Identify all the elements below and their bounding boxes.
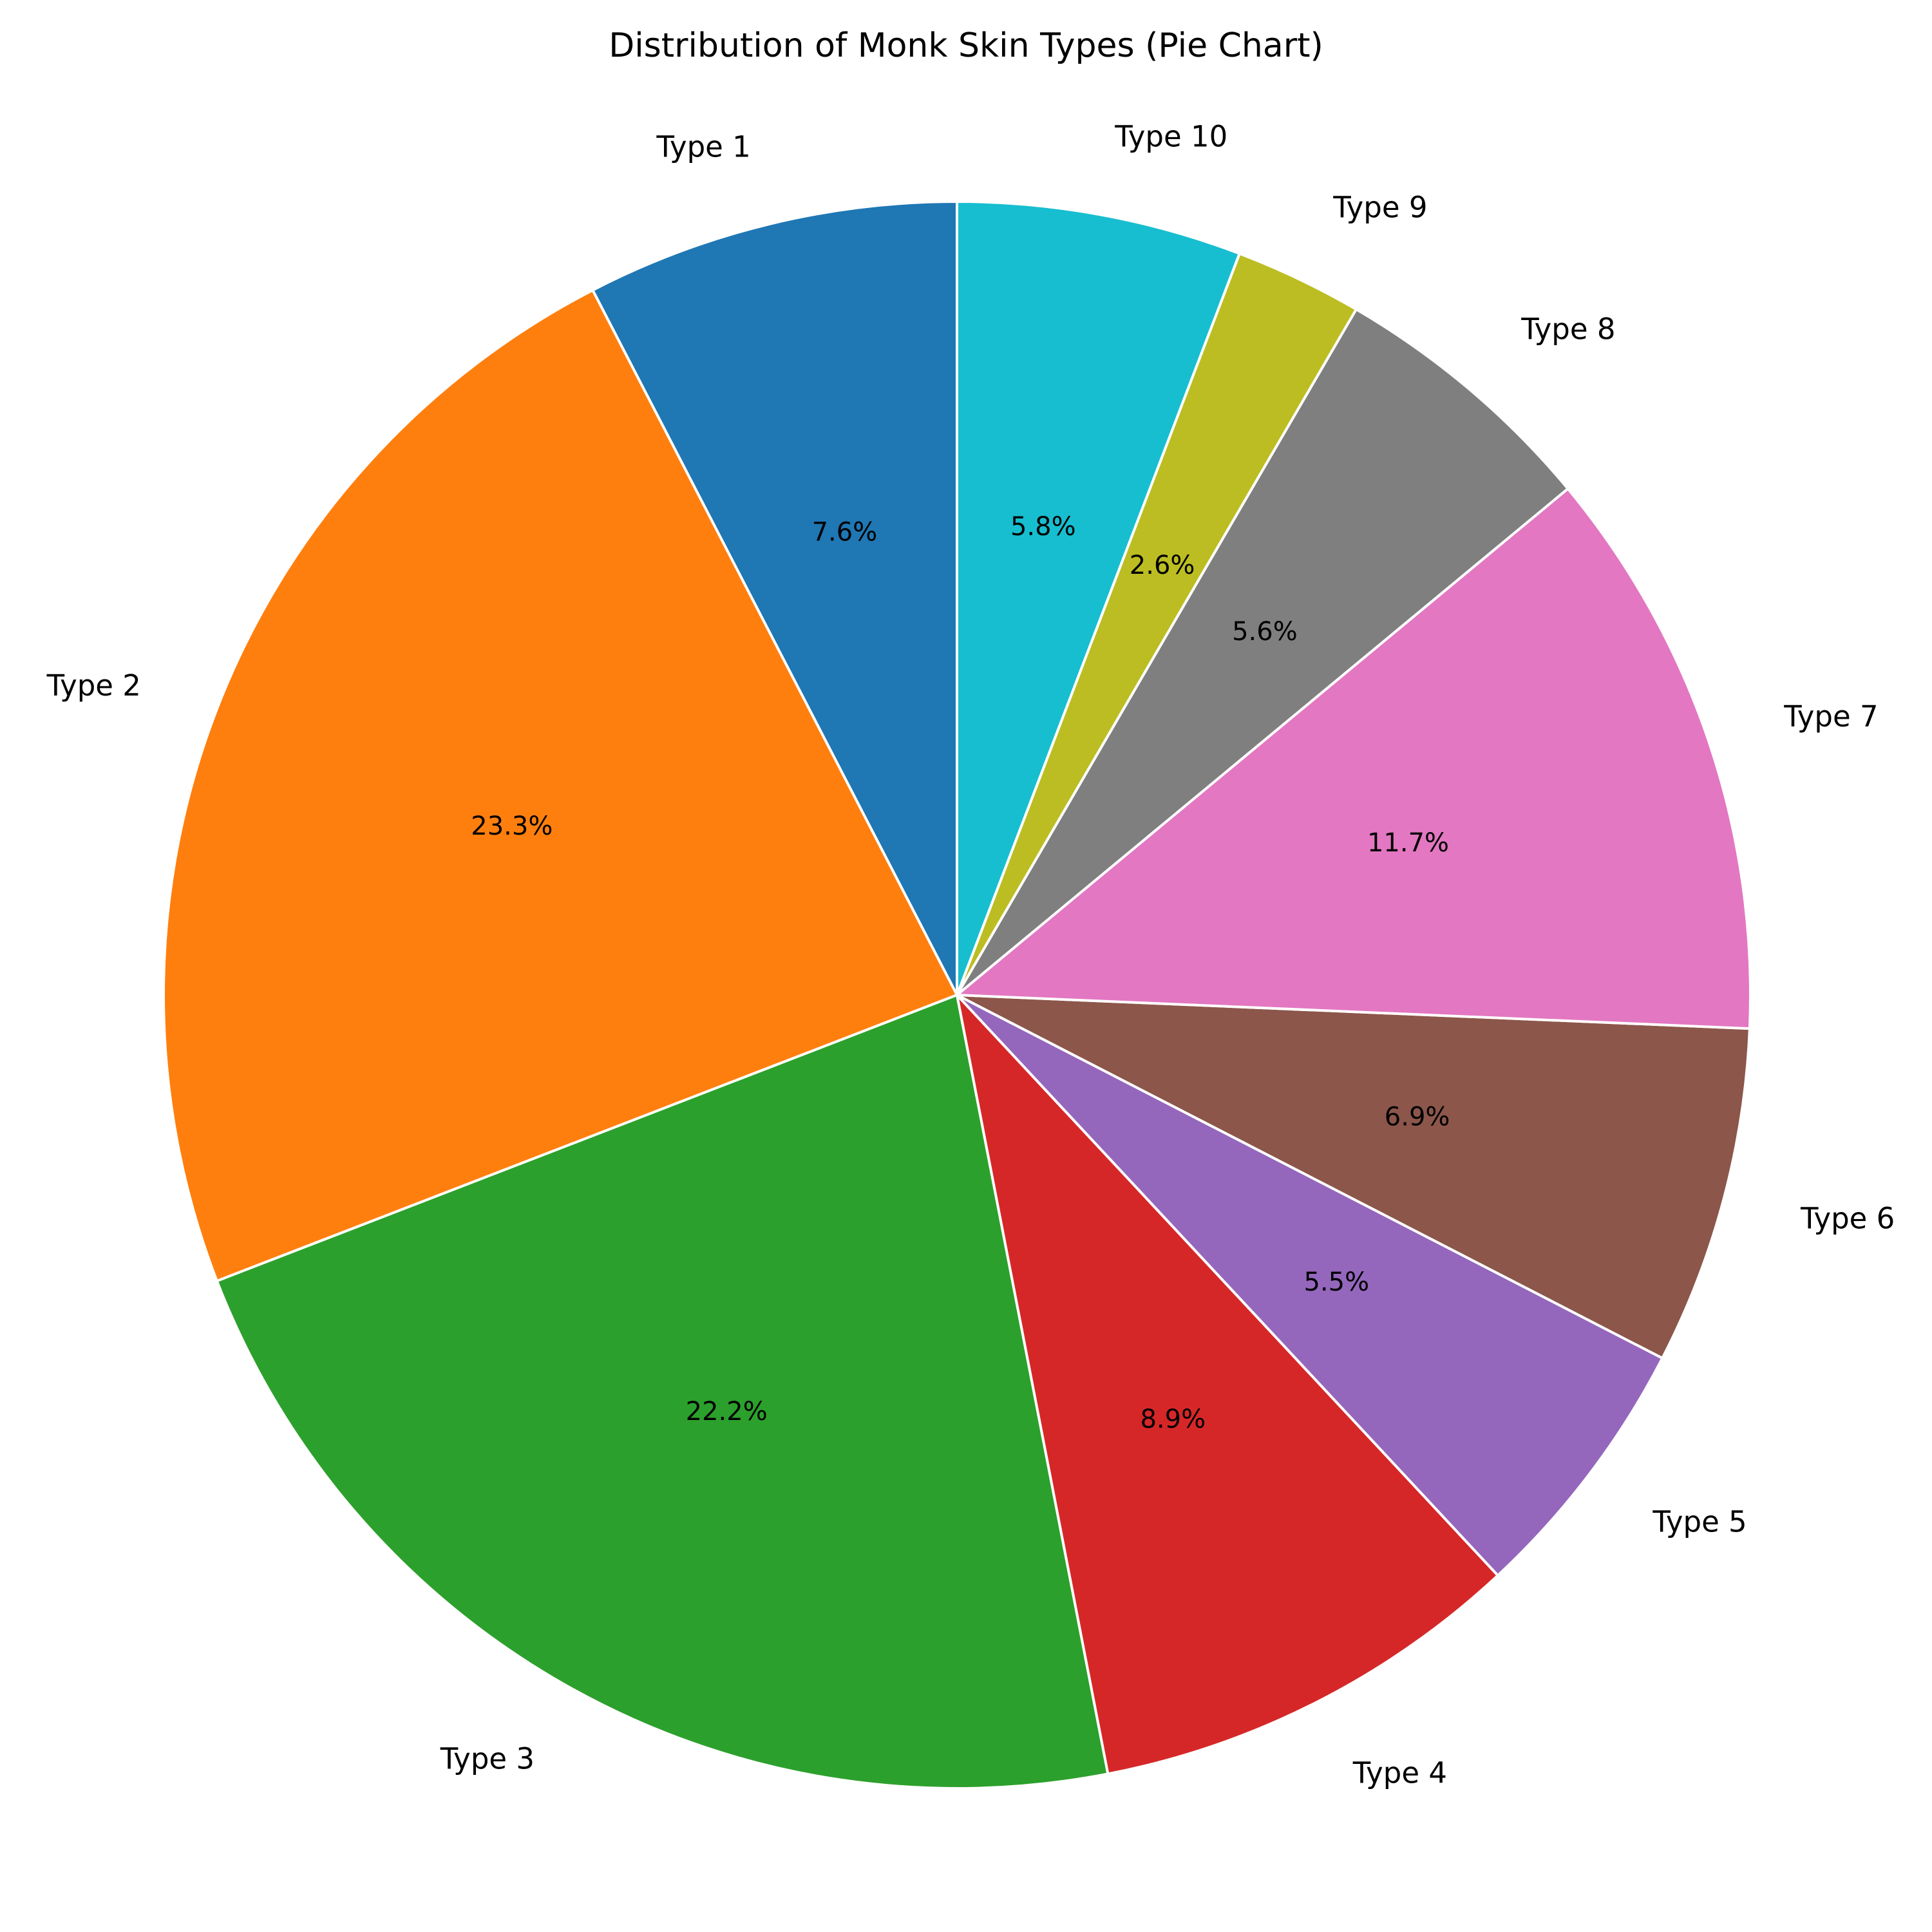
slice-label-type-8: Type 8 <box>1520 312 1615 346</box>
percent-label-type-10: 5.8% <box>1010 512 1076 542</box>
slice-label-type-6: Type 6 <box>1800 1202 1895 1236</box>
pie-slice-type-4 <box>956 994 1499 1776</box>
chart-title: Distribution of Monk Skin Types (Pie Cha… <box>609 26 1323 65</box>
pie-slice-type-2 <box>162 289 958 1283</box>
slice-label-type-5: Type 5 <box>1652 1505 1747 1539</box>
slice-label-type-9: Type 9 <box>1332 191 1427 225</box>
pie-slice-type-1 <box>591 200 958 996</box>
slice-label-type-3: Type 3 <box>440 1741 535 1776</box>
pie-labels: Type 1 Type 2 Type 3 Type 4 Type 5 Type 6 Type… <box>46 120 1895 1790</box>
pie-slice-type-10 <box>956 200 1241 996</box>
percent-label-type-6: 6.9% <box>1385 1102 1450 1132</box>
percent-label-type-5: 5.5% <box>1303 1267 1369 1297</box>
slice-label-type-2: Type 2 <box>46 668 141 703</box>
pie-slice-type-3 <box>215 994 1110 1790</box>
percent-label-type-2: 23.3% <box>471 811 553 841</box>
percent-label-type-8: 5.6% <box>1232 617 1298 647</box>
percent-label-type-4: 8.9% <box>1140 1405 1206 1434</box>
slice-label-type-10: Type 10 <box>1114 120 1227 154</box>
slice-label-type-1: Type 1 <box>656 130 751 164</box>
percent-label-type-1: 7.6% <box>812 518 878 547</box>
percent-label-type-7: 11.7% <box>1367 828 1449 858</box>
slice-label-type-7: Type 7 <box>1783 699 1878 734</box>
pie-slices <box>162 200 1752 1790</box>
slice-label-type-4: Type 4 <box>1352 1756 1447 1790</box>
percent-label-type-3: 22.2% <box>686 1397 768 1426</box>
pie-slice-type-8 <box>956 308 1569 996</box>
pie-slice-type-6 <box>956 994 1751 1359</box>
pie-percent-labels: 7.6% 23.3% 22.2% 8.9% 5.5% 6.9% 11.7% 5.6% 2.6% 5… <box>471 512 1450 1434</box>
pie-slice-type-5 <box>956 994 1664 1577</box>
percent-label-type-9: 2.6% <box>1130 551 1195 580</box>
pie-slice-type-7 <box>956 487 1752 1030</box>
